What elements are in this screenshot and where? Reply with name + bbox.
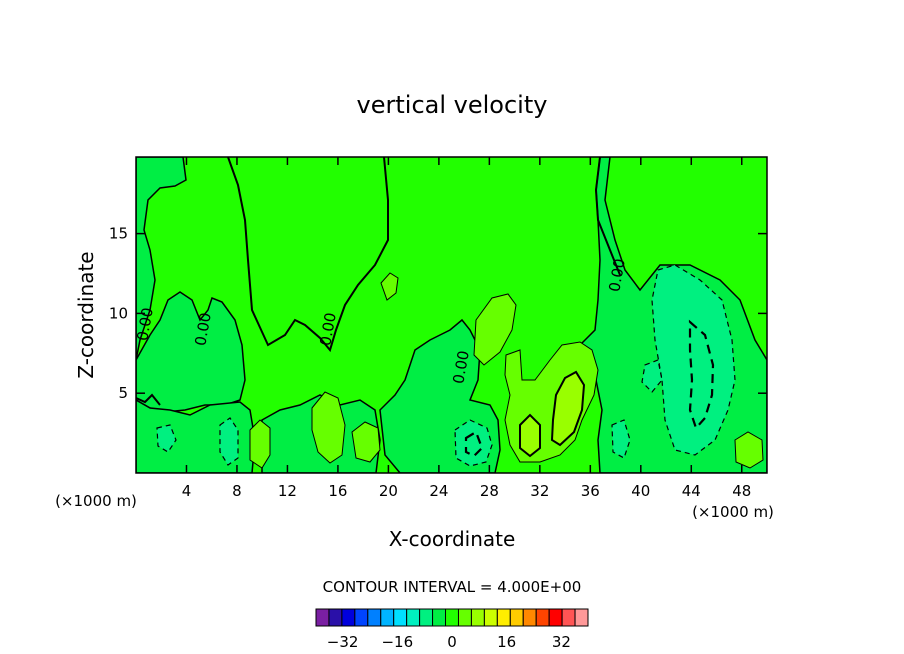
downdraft-inner-core-26 [464,430,484,458]
downdraft-core-26 [454,419,493,467]
x-unit-left: (×1000 m) [55,492,137,510]
x-axis-label: X-coordinate [389,527,516,551]
colorbar-cell [380,608,395,627]
colorbar-cell [509,608,524,627]
plot-area: 0.00 0.00 0.00 0.00 0.00 [133,157,767,473]
colorbar-cell [393,608,408,627]
downdraft-inner-core-44 [688,319,715,431]
plot-frame [135,156,768,474]
x-tick-label: 48 [732,482,751,500]
zero-contour-line-3 [136,393,161,406]
x-tick-label: 20 [379,482,398,500]
zero-contour-line-1 [227,157,389,353]
updraft-core-34 [550,370,586,447]
colorbar-cell [432,608,447,627]
downdraft-inner-cores [464,319,715,458]
zero-contour-label-3: 0.00 [316,311,340,347]
x-tick-label: 24 [429,482,448,500]
zero-contour-label-2: 0.00 [191,311,215,347]
zero-contour-label-4: 0.00 [449,349,473,385]
x-tick-label: 36 [581,482,600,500]
updraft-region-21 [380,272,399,301]
colorbar-cell [367,608,382,627]
y-tick-label: 15 [109,225,128,243]
updraft-region-29 [473,293,517,366]
downdraft-core-8 [219,417,239,466]
updraft-cores [519,370,586,458]
x-tick-label: 8 [232,482,242,500]
colorbar-cell [354,608,369,627]
updraft-region-18 [351,421,381,463]
colorbar-cell [315,608,330,627]
y-axis-ticks: 5 10 15 [109,225,767,402]
colorbar [315,608,589,627]
colorbar-tick-label: 0 [447,633,457,651]
colorbar-cell [406,608,421,627]
zero-contour-label-1: 0.00 [133,306,157,342]
negative-region-upper-left [136,157,187,361]
colorbar-cell [535,608,550,627]
downdraft-core-2 [156,424,177,453]
colorbar-tick-label: 32 [552,633,571,651]
updraft-core-31 [519,413,541,458]
colorbar-cell [548,608,563,627]
y-tick-label: 5 [118,384,128,402]
downdraft-cores [156,264,736,467]
colorbar-cell [574,608,589,627]
colorbar-cell [470,608,485,627]
colorbar-tick-label: −16 [381,633,413,651]
colorbar-cell [445,608,459,627]
x-unit-right: (×1000 m) [692,503,774,521]
y-tick-label: 10 [109,304,128,322]
downdraft-core-44 [651,264,736,456]
updraft-region-15 [311,391,346,464]
colorbar-cell [328,608,343,627]
zero-contour-line-2 [594,157,621,276]
contour-interval-text: CONTOUR INTERVAL = 4.000E+00 [323,578,582,596]
colorbar-cell [483,608,498,627]
y-axis-label: Z-coordinate [74,251,98,378]
x-tick-label: 28 [480,482,499,500]
colorbar-cell [341,608,356,627]
x-tick-label: 32 [530,482,549,500]
colorbar-cell [419,608,434,627]
x-axis-ticks: 4 8 12 16 20 24 28 32 36 40 44 48 [182,157,751,500]
x-tick-label: 44 [682,482,701,500]
colorbar-tick-label: 16 [497,633,516,651]
downdraft-core-41 [641,359,663,393]
zero-contour-label-5: 0.00 [605,257,629,293]
zero-contour-lines [136,157,621,406]
x-tick-label: 16 [328,482,347,500]
x-tick-label: 40 [631,482,650,500]
zero-contour-labels: 0.00 0.00 0.00 0.00 0.00 [133,257,629,385]
chart-title: vertical velocity [357,91,548,119]
x-tick-label: 4 [182,482,192,500]
colorbar-cell [561,608,576,627]
x-tick-label: 12 [278,482,297,500]
updraft-region-48 [734,431,764,469]
colorbar-cell [522,608,537,627]
colorbar-tick-label: −32 [327,633,359,651]
updraft-region-10 [249,419,271,469]
downdraft-core-38 [611,419,631,459]
colorbar-ticks: −32 −16 0 16 32 [327,633,571,651]
colorbar-cell [496,608,511,627]
colorbar-cell [457,608,472,627]
